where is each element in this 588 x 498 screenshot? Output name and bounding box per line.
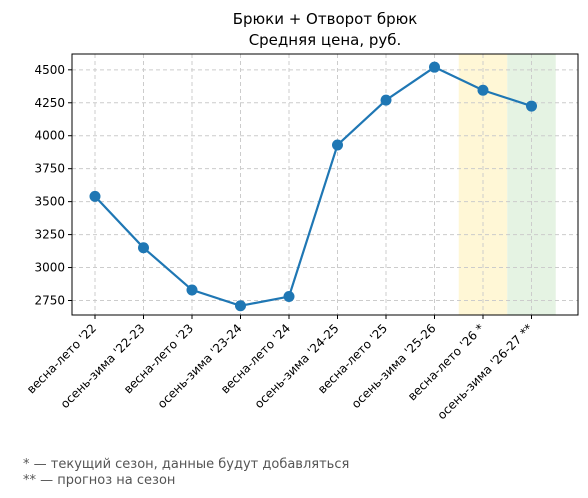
y-tick-label: 2750 — [34, 294, 65, 308]
data-point — [429, 61, 440, 73]
chart-subtitle: Средняя цена, руб. — [249, 31, 402, 49]
chart-title: Брюки + Отворот брюк — [233, 10, 418, 28]
data-point — [186, 284, 198, 296]
grid-lines — [72, 54, 578, 315]
data-point — [235, 300, 246, 312]
x-tick-label: осень-зима '26-27 ** — [435, 321, 536, 422]
x-tick-label: осень-зима '22-23 — [58, 321, 148, 411]
data-point — [283, 291, 295, 303]
season-highlight-bands — [458, 54, 556, 315]
x-tick-label: осень-зима '23-24 — [155, 321, 245, 411]
series-line — [89, 61, 537, 312]
data-point — [526, 100, 537, 112]
footnote-forecast: ** — прогноз на сезон — [23, 473, 176, 488]
data-point — [380, 94, 392, 106]
plot-frame — [71, 53, 579, 316]
y-tick-label: 4000 — [34, 129, 65, 143]
data-point — [89, 190, 101, 202]
series-line-path — [94, 65, 532, 307]
y-tick-label: 3500 — [34, 195, 65, 209]
data-point — [332, 139, 343, 151]
highlight-band — [507, 54, 556, 315]
line-chart: 2750 3000 3250 3500 3750 4000 4250 4500 весна-л… — [24, 10, 579, 422]
y-tick-label: 3250 — [34, 228, 65, 242]
x-tick-label: осень-зима '24-25 — [252, 321, 342, 411]
data-point — [477, 84, 489, 96]
y-tick-label: 3000 — [34, 261, 65, 275]
y-tick-label: 4250 — [34, 96, 65, 110]
y-axis: 2750 3000 3250 3500 3750 4000 4250 4500 — [34, 63, 72, 308]
data-point — [138, 242, 149, 254]
footnote-current-season: * — текущий сезон, данные будут добавлят… — [23, 457, 350, 472]
y-tick-label: 4500 — [34, 63, 65, 77]
y-tick-label: 3750 — [34, 162, 65, 176]
x-tick-label: осень-зима '25-26 — [349, 321, 439, 411]
